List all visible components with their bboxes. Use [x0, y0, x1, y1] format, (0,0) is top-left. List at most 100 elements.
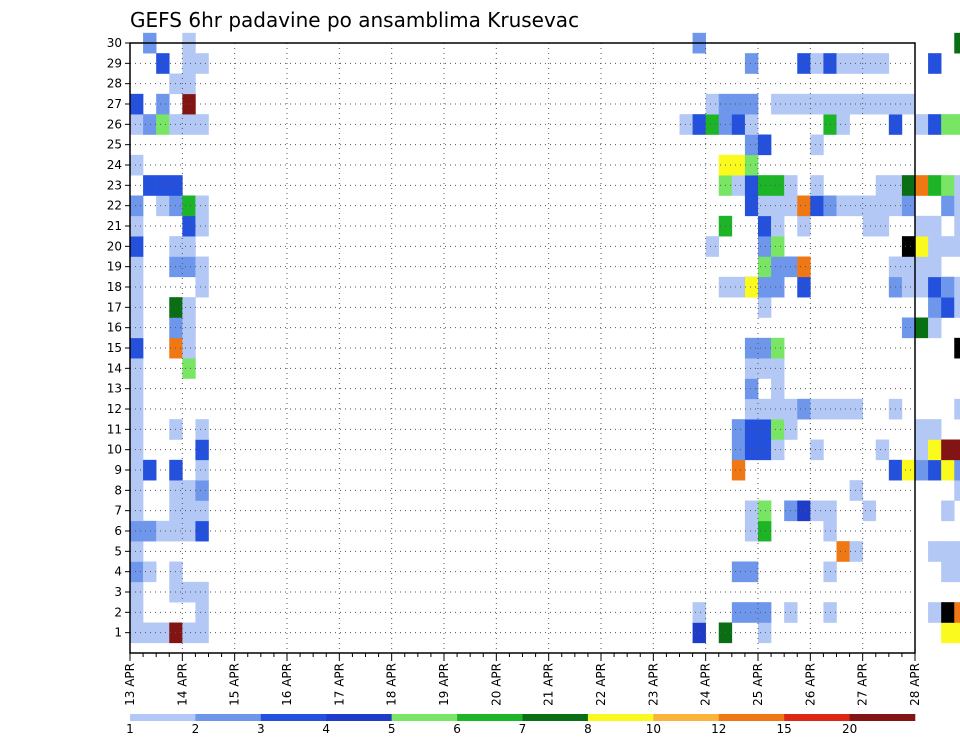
colorbar-label: 4 [322, 722, 330, 736]
heatmap-cell [744, 500, 759, 522]
heatmap-cell [731, 419, 746, 440]
x-tick-label: 18 APR [385, 663, 399, 706]
heatmap-cell [901, 276, 916, 298]
heatmap-cell [862, 93, 877, 115]
heatmap-cell [928, 236, 942, 257]
colorbar-label: 12 [711, 722, 726, 736]
colorbar-segment [784, 714, 850, 721]
y-tick-label: 18 [107, 280, 122, 294]
heatmap-cell [130, 622, 144, 644]
x-tick-label: 14 APR [175, 663, 189, 706]
heatmap-cell [731, 602, 746, 623]
heatmap-cell [744, 337, 759, 359]
heatmap-cell [771, 419, 785, 440]
colorbar-label: 6 [453, 722, 461, 736]
heatmap-cell [130, 439, 144, 461]
heatmap-cell [744, 602, 759, 623]
x-axis: 13 APR 14 APR 15 APR 16 APR 17 APR 18 APR 19 A… [123, 653, 922, 706]
heatmap-cell [797, 276, 811, 298]
heatmap-cell [130, 480, 144, 501]
heatmap-cell [901, 93, 916, 115]
heatmap-cell [156, 114, 170, 135]
heatmap-cell [182, 581, 196, 603]
heatmap-cell [195, 215, 209, 237]
heatmap-cell [143, 561, 157, 583]
heatmap-cell [744, 419, 759, 440]
heatmap-cell [954, 561, 960, 583]
heatmap-cell [954, 622, 960, 644]
colorbar-segment [522, 714, 589, 721]
y-tick-label: 30 [107, 36, 122, 50]
heatmap-cell [849, 541, 863, 562]
heatmap-cell [195, 114, 209, 135]
heatmap-cell [901, 256, 916, 278]
heatmap-cell [130, 154, 144, 176]
x-tick-label: 25 APR [751, 663, 765, 706]
colorbar: 1 2 3 4 5 6 7 8 10 12 15 20 [126, 714, 916, 736]
heatmap-cell [810, 53, 824, 74]
heatmap-cell [758, 439, 772, 461]
heatmap-cell [744, 93, 759, 115]
heatmap-cell [836, 541, 850, 562]
colorbar-label: 15 [777, 722, 792, 736]
heatmap-cell [182, 520, 196, 542]
heatmap-cell [849, 398, 863, 420]
heatmap-cell [143, 622, 157, 644]
y-tick-label: 1 [114, 626, 122, 640]
heatmap-cell [744, 520, 759, 542]
heatmap-cell [771, 215, 785, 237]
x-tick-label: 19 APR [437, 663, 451, 706]
heatmap-cell [928, 276, 942, 298]
heatmap-cell [143, 114, 157, 135]
heatmap-cell [130, 93, 144, 115]
colorbar-segment [326, 714, 392, 721]
heatmap-cell [771, 378, 785, 400]
x-tick-label: 16 APR [280, 663, 294, 706]
y-tick-label: 3 [114, 585, 122, 599]
heatmap-cell [875, 175, 890, 196]
heatmap-cell [849, 480, 863, 501]
heatmap-cell [797, 398, 811, 420]
heatmap-cell [182, 480, 196, 501]
x-tick-label: 22 APR [594, 663, 608, 706]
heatmap-cell [744, 53, 759, 74]
x-tick-label: 20 APR [489, 663, 503, 706]
y-tick-label: 13 [107, 382, 122, 396]
heatmap-cell [941, 459, 955, 481]
heatmap-cell [941, 114, 955, 135]
heatmap-cell [744, 378, 759, 400]
heatmap-cell [195, 480, 209, 501]
colorbar-segment [718, 714, 785, 721]
y-tick-label: 14 [107, 361, 122, 375]
gridlines [130, 42, 915, 653]
heatmap-cell [130, 500, 144, 522]
heatmap-cell [758, 195, 772, 217]
heatmap-cell [810, 175, 824, 196]
heatmap-cells [130, 32, 960, 644]
heatmap-cell [143, 520, 157, 542]
heatmap-cell [130, 358, 144, 379]
y-tick-label: 12 [107, 402, 122, 416]
heatmap-cell [182, 256, 196, 278]
heatmap-cell [797, 256, 811, 278]
heatmap-cell [941, 175, 955, 196]
heatmap-cell [797, 195, 811, 217]
heatmap-cell [195, 195, 209, 217]
heatmap-cell [771, 175, 785, 196]
heatmap-cell [182, 297, 196, 318]
heatmap-cell [744, 175, 759, 196]
heatmap-cell [744, 134, 759, 156]
heatmap-cell [156, 175, 170, 196]
heatmap-cell [182, 114, 196, 135]
heatmap-cell [954, 297, 960, 318]
heatmap-cell [901, 195, 916, 217]
y-tick-label: 15 [107, 341, 122, 355]
heatmap-cell [797, 53, 811, 74]
heatmap-cell [758, 398, 772, 420]
x-tick-label: 21 APR [542, 663, 556, 706]
heatmap-cell [744, 154, 759, 176]
heatmap-cell [195, 53, 209, 74]
heatmap-cell [941, 236, 955, 257]
heatmap-cell [130, 378, 144, 400]
y-tick-label: 2 [114, 605, 122, 619]
